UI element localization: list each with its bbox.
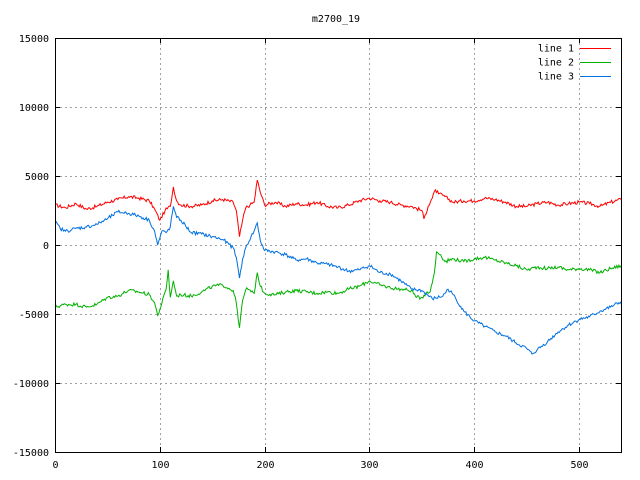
y-tick-label: 15000 — [19, 34, 49, 45]
x-tick-label: 500 — [570, 460, 588, 471]
series-line-1 — [54, 179, 622, 237]
series-line-2 — [54, 251, 622, 328]
x-tick-label: 300 — [360, 460, 378, 471]
y-tick-label: -5000 — [19, 310, 49, 321]
y-tick-label: 5000 — [25, 172, 49, 183]
y-tick-label: 10000 — [19, 103, 49, 114]
y-tick-label: 0 — [43, 241, 49, 252]
y-axis: -15000 -10000 -5000 0 5000 10000 15000 — [13, 34, 621, 459]
grid — [55, 38, 621, 452]
x-tick-label: 100 — [151, 460, 169, 471]
series-lines — [54, 179, 622, 355]
x-tick-label: 200 — [256, 460, 274, 471]
x-tick-label: 400 — [465, 460, 483, 471]
x-axis: 0 100 200 300 400 500 — [52, 38, 589, 471]
x-tick-label: 0 — [52, 460, 58, 471]
y-tick-label: -15000 — [13, 448, 49, 459]
y-tick-label: -10000 — [13, 379, 49, 390]
legend-label-1: line 1 — [538, 44, 574, 55]
legend: line 1 line 2 line 3 — [538, 44, 611, 83]
chart-title: m2700_19 — [312, 14, 360, 25]
series-line-3 — [54, 206, 622, 355]
legend-label-2: line 2 — [538, 58, 574, 69]
legend-label-3: line 3 — [538, 72, 574, 83]
